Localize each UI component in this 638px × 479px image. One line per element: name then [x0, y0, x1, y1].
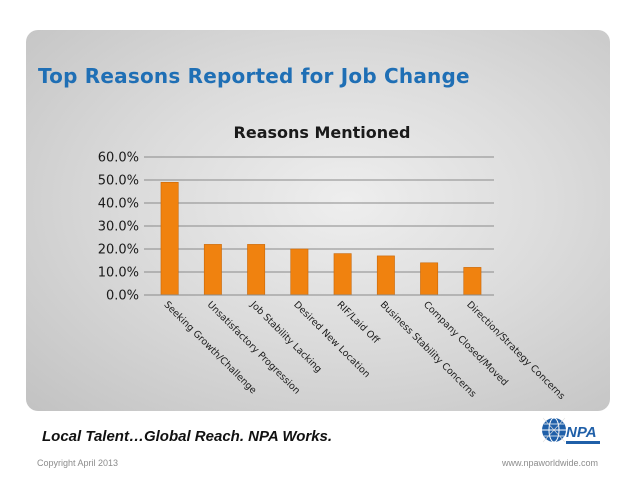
bar-5 [333, 253, 352, 296]
y-tick-label: 30.0% [98, 220, 139, 235]
logo-underline [566, 441, 600, 444]
bars [160, 182, 482, 296]
gridlines [144, 156, 494, 296]
x-tick-label: Business Stability Concerns [378, 299, 478, 399]
x-tick-label: RIF/Laid Off [335, 299, 382, 346]
y-tick-label: 10.0% [98, 266, 139, 281]
x-tick-label: Job Stability Lacking [247, 299, 323, 375]
tagline: Local Talent…Global Reach. NPA Works. [42, 428, 333, 445]
y-tick-label: 60.0% [98, 151, 139, 166]
bar-1 [160, 182, 179, 296]
y-tick-label: 20.0% [98, 243, 139, 258]
bar-2 [203, 244, 222, 296]
copyright-text: Copyright April 2013 [37, 458, 119, 468]
x-tick-label: Company Closed/Moved [421, 299, 510, 388]
x-tick-label: Seeking Growth/Challenge [162, 299, 259, 396]
bar-4 [290, 248, 309, 296]
globe-icon [542, 417, 566, 443]
y-tick-label: 40.0% [98, 197, 139, 212]
footer-bar [26, 411, 610, 451]
npa-logo: NPA [542, 417, 600, 444]
x-tick-label: Unsatisfactory Progression [205, 299, 302, 396]
bar-3 [247, 244, 266, 296]
bar-8 [463, 267, 482, 296]
y-tick-label: 50.0% [98, 174, 139, 189]
y-tick-label: 0.0% [106, 289, 139, 304]
x-tick-label: Desired New Location [291, 299, 372, 380]
bar-7 [420, 262, 439, 296]
y-axis-tick-labels: 0.0% 10.0% 20.0% 30.0% 40.0% 50.0% 60.0% [98, 151, 139, 304]
bar-6 [376, 255, 395, 296]
chart-title: Reasons Mentioned [234, 123, 411, 142]
logo-wordmark: NPA [566, 424, 597, 441]
slide-title: Top Reasons Reported for Job Change [38, 64, 470, 88]
website-url: www.npaworldwide.com [501, 458, 598, 468]
slide-background-panel [26, 30, 610, 411]
